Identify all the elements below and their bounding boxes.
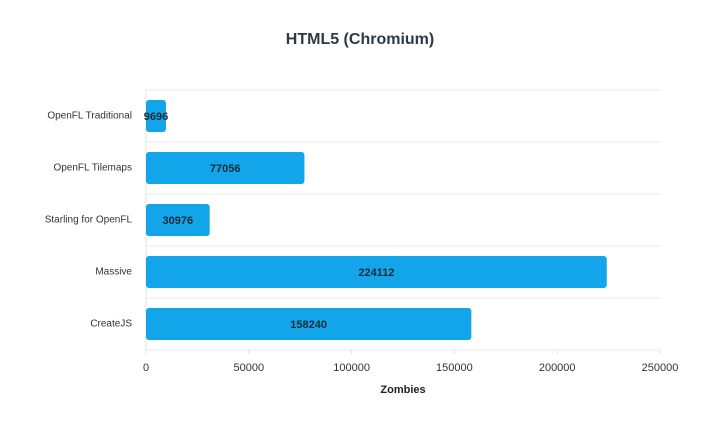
y-tick-label: Massive xyxy=(95,267,132,278)
x-tick-label: 100000 xyxy=(333,362,370,374)
data-label: 9696 xyxy=(144,111,168,123)
x-axis-title: Zombies xyxy=(380,384,425,396)
x-tick-label: 150000 xyxy=(436,362,473,374)
bar xyxy=(146,308,472,340)
data-label: 77056 xyxy=(210,163,241,175)
y-tick-label: OpenFL Traditional xyxy=(47,111,132,122)
bar xyxy=(146,204,210,236)
bar xyxy=(146,100,166,132)
x-tick-label: 0 xyxy=(143,362,149,374)
y-tick-label: CreateJS xyxy=(90,319,132,330)
data-label: 30976 xyxy=(163,215,194,227)
bar xyxy=(146,152,305,184)
data-label: 158240 xyxy=(290,319,327,331)
x-tick-label: 250000 xyxy=(642,362,679,374)
data-label: 224112 xyxy=(358,267,394,279)
bar xyxy=(146,256,607,288)
y-tick-label: OpenFL Tilemaps xyxy=(53,163,132,174)
x-tick-label: 50000 xyxy=(234,362,265,374)
y-tick-label: Starling for OpenFL xyxy=(45,215,133,226)
x-tick-label: 200000 xyxy=(539,362,576,374)
chart-title: HTML5 (Chromium) xyxy=(286,31,434,48)
